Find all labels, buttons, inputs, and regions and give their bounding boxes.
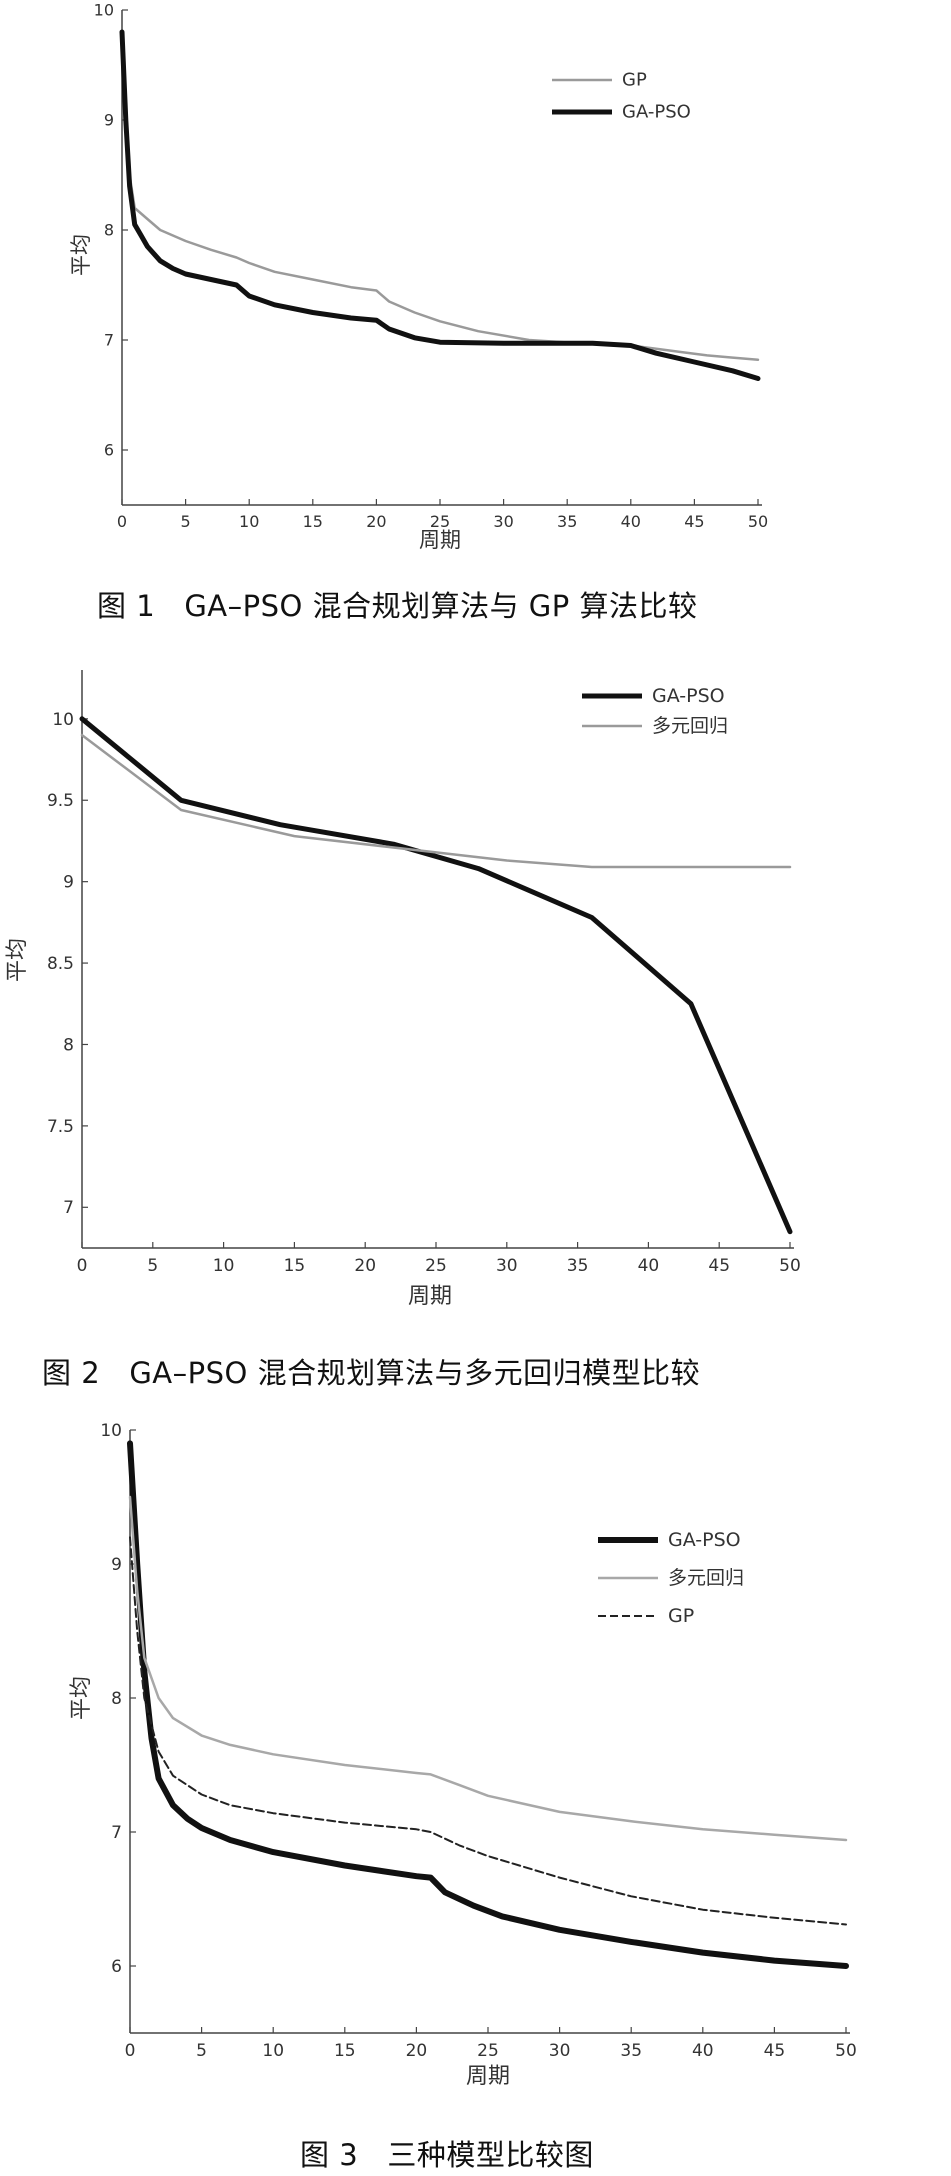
y-tick-label: 9 bbox=[111, 1555, 122, 1575]
x-tick-label: 10 bbox=[239, 512, 259, 531]
x-tick-label: 15 bbox=[303, 512, 323, 531]
legend-label: GA-PSO bbox=[652, 685, 725, 707]
series-line-3 bbox=[129, 1536, 847, 1926]
series-line-2 bbox=[80, 733, 792, 869]
x-tick-label: 0 bbox=[125, 2041, 136, 2061]
y-axis-label: 平均 bbox=[69, 1676, 94, 1720]
x-axis-label: 周期 bbox=[408, 1284, 452, 1309]
y-tick-label: 7 bbox=[111, 1823, 122, 1843]
x-axis-label: 周期 bbox=[419, 528, 461, 552]
x-tick-label: 50 bbox=[835, 2041, 857, 2061]
legend-label: 多元回归 bbox=[668, 1567, 744, 1589]
legend-label: 多元回归 bbox=[652, 715, 728, 737]
y-tick-label: 9 bbox=[104, 111, 114, 130]
y-tick-label: 8 bbox=[111, 1689, 122, 1709]
x-tick-label: 0 bbox=[77, 1256, 88, 1276]
legend-label: GA-PSO bbox=[668, 1529, 741, 1551]
y-tick-label: 7.5 bbox=[47, 1117, 74, 1137]
x-tick-label: 5 bbox=[181, 512, 191, 531]
x-tick-label: 15 bbox=[334, 2041, 356, 2061]
figure-3: 0 5 10 15 20 25 30 35 40 45 50 6 7 8 9 10 周期 平均 GA-PSO 多元回归… bbox=[0, 1420, 951, 2176]
x-tick-label: 35 bbox=[557, 512, 577, 531]
figure-1-caption: 图 1 GA–PSO 混合规划算法与 GP 算法比较 bbox=[97, 589, 698, 623]
series-line-1 bbox=[120, 30, 760, 362]
figure-2-caption: 图 2 GA–PSO 混合规划算法与多元回归模型比较 bbox=[42, 1356, 701, 1390]
y-tick-label: 7 bbox=[104, 331, 114, 350]
y-tick-label: 8.5 bbox=[47, 954, 74, 974]
y-tick-label: 10 bbox=[100, 1421, 122, 1441]
x-tick-label: 15 bbox=[284, 1256, 306, 1276]
figure-2: 0 5 10 15 20 25 30 35 40 45 50 7 7.5 8 8.5 9 9.5 10 周期 平均 GA… bbox=[0, 660, 951, 1420]
x-tick-label: 45 bbox=[764, 2041, 786, 2061]
x-tick-label: 30 bbox=[549, 2041, 571, 2061]
x-tick-label: 20 bbox=[366, 512, 386, 531]
x-tick-label: 0 bbox=[117, 512, 127, 531]
series-line-2 bbox=[128, 1495, 848, 1842]
x-tick-label: 45 bbox=[708, 1256, 730, 1276]
legend-label: GP bbox=[622, 70, 647, 91]
series-line-2 bbox=[119, 29, 761, 381]
figure-3-caption: 图 3 三种模型比较图 bbox=[300, 2138, 594, 2172]
x-tick-label: 20 bbox=[406, 2041, 428, 2061]
x-tick-label: 50 bbox=[779, 1256, 801, 1276]
x-tick-label: 10 bbox=[262, 2041, 284, 2061]
figure-1: 0 5 10 15 20 25 30 35 40 45 50 6 7 8 9 10 周期 平均 GP GA-PSO 图… bbox=[0, 0, 951, 660]
x-tick-label: 35 bbox=[620, 2041, 642, 2061]
x-tick-label: 10 bbox=[213, 1256, 235, 1276]
y-tick-label: 10 bbox=[52, 710, 74, 730]
x-tick-label: 25 bbox=[425, 1256, 447, 1276]
x-tick-label: 20 bbox=[354, 1256, 376, 1276]
chart-2: 0 5 10 15 20 25 30 35 40 45 50 7 7.5 8 8.5 9 9.5 10 周期 平均 GA… bbox=[5, 670, 801, 1309]
x-tick-label: 35 bbox=[567, 1256, 589, 1276]
y-axis-label: 平均 bbox=[5, 938, 30, 982]
y-tick-label: 6 bbox=[111, 1957, 122, 1977]
x-tick-label: 30 bbox=[496, 1256, 518, 1276]
chart-1: 0 5 10 15 20 25 30 35 40 45 50 6 7 8 9 10 周期 平均 GP GA-PSO bbox=[69, 1, 768, 552]
series-line-1 bbox=[79, 716, 793, 1235]
x-tick-label: 40 bbox=[621, 512, 641, 531]
x-tick-label: 50 bbox=[748, 512, 768, 531]
y-tick-label: 8 bbox=[63, 1035, 74, 1055]
legend-label: GA-PSO bbox=[622, 102, 691, 123]
legend-label: GP bbox=[668, 1605, 694, 1627]
x-tick-label: 5 bbox=[147, 1256, 158, 1276]
y-tick-label: 8 bbox=[104, 221, 114, 240]
chart-3: 0 5 10 15 20 25 30 35 40 45 50 6 7 8 9 10 周期 平均 GA-PSO 多元回归… bbox=[69, 1421, 857, 2089]
x-axis-label: 周期 bbox=[466, 2064, 510, 2089]
y-tick-label: 10 bbox=[94, 1, 114, 20]
x-tick-label: 40 bbox=[638, 1256, 660, 1276]
series-line-1 bbox=[127, 1440, 849, 1969]
x-tick-label: 45 bbox=[684, 512, 704, 531]
x-tick-label: 25 bbox=[430, 512, 450, 531]
y-tick-label: 7 bbox=[63, 1198, 74, 1218]
x-tick-label: 5 bbox=[196, 2041, 207, 2061]
y-axis-label: 平均 bbox=[69, 234, 93, 276]
y-tick-label: 9.5 bbox=[47, 791, 74, 811]
y-tick-label: 9 bbox=[63, 873, 74, 893]
x-tick-label: 40 bbox=[692, 2041, 714, 2061]
x-tick-label: 25 bbox=[477, 2041, 499, 2061]
y-tick-label: 6 bbox=[104, 441, 114, 460]
x-tick-label: 30 bbox=[493, 512, 513, 531]
